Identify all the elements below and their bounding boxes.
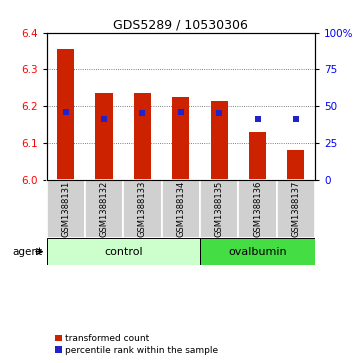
Bar	[238, 180, 277, 238]
Bar	[200, 238, 315, 265]
Bar	[200, 180, 238, 238]
Bar	[249, 132, 266, 180]
Legend: transformed count, percentile rank within the sample: transformed count, percentile rank withi…	[51, 331, 222, 359]
Bar	[57, 49, 74, 180]
Bar	[123, 180, 161, 238]
Bar	[287, 150, 305, 180]
Bar	[96, 93, 113, 180]
Text: GSM1388136: GSM1388136	[253, 181, 262, 237]
Text: agent: agent	[13, 246, 43, 257]
Bar	[172, 97, 189, 180]
Text: control: control	[104, 246, 142, 257]
Bar	[161, 180, 200, 238]
Text: GSM1388131: GSM1388131	[61, 181, 70, 237]
Text: GSM1388134: GSM1388134	[176, 181, 185, 237]
Text: GSM1388137: GSM1388137	[291, 181, 300, 237]
Text: GSM1388132: GSM1388132	[100, 181, 108, 237]
Bar	[277, 180, 315, 238]
Title: GDS5289 / 10530306: GDS5289 / 10530306	[113, 19, 248, 32]
Text: ovalbumin: ovalbumin	[228, 246, 287, 257]
Text: GSM1388135: GSM1388135	[215, 181, 224, 237]
Bar	[47, 180, 85, 238]
Text: GSM1388133: GSM1388133	[138, 181, 147, 237]
Bar	[47, 238, 200, 265]
Bar	[85, 180, 123, 238]
Bar	[134, 93, 151, 180]
Bar	[211, 101, 228, 180]
